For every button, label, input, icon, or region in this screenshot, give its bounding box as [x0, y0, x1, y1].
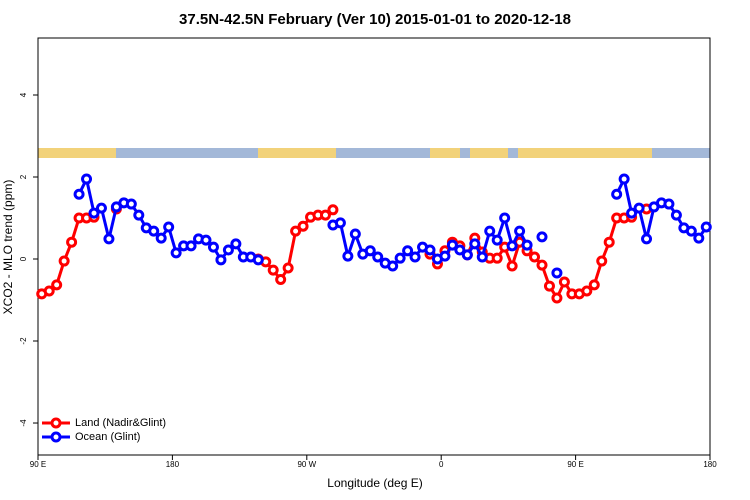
data-point [402, 245, 414, 257]
data-point [491, 234, 503, 246]
x-tick-label: 90 E [567, 460, 583, 469]
data-point [58, 255, 70, 267]
data-point [155, 232, 167, 244]
x-tick-label: 180 [166, 460, 180, 469]
data-point [252, 254, 264, 266]
data-point [581, 285, 593, 297]
data-point [491, 252, 503, 264]
y-tick-label: 2 [19, 174, 28, 179]
data-point [476, 251, 488, 263]
data-point [536, 231, 548, 243]
map-strip [38, 148, 710, 158]
data-point [558, 276, 570, 288]
data-point [394, 252, 406, 264]
data-point [461, 249, 473, 261]
data-point [446, 239, 458, 251]
data-point [529, 251, 541, 263]
legend-marker [50, 431, 62, 443]
data-point [536, 259, 548, 271]
y-tick-label: 0 [19, 256, 28, 261]
plot-frame [37, 37, 711, 456]
data-point [73, 188, 85, 200]
data-point [275, 274, 287, 286]
x-tick-label: 90 E [30, 460, 46, 469]
data-point [222, 244, 234, 256]
data-point [641, 233, 653, 245]
data-point [626, 207, 638, 219]
data-point [603, 236, 615, 248]
data-point [163, 221, 175, 233]
data-point [588, 279, 600, 291]
data-point [469, 238, 481, 250]
data-point [618, 173, 630, 185]
x-axis-label: Longitude (deg E) [327, 476, 422, 490]
series-line [41, 215, 95, 296]
data-point [81, 173, 93, 185]
data-point [514, 225, 526, 237]
data-point [43, 285, 55, 297]
data-point [215, 254, 227, 266]
data-point [663, 198, 675, 210]
chart-title: 37.5N-42.5N February (Ver 10) 2015-01-01… [179, 11, 571, 28]
data-point [282, 262, 294, 274]
data-point [170, 247, 182, 259]
data-point [611, 188, 623, 200]
data-point [693, 232, 705, 244]
data-point [200, 234, 212, 246]
data-point [290, 225, 302, 237]
legend-label: Ocean (Glint) [75, 431, 140, 443]
data-point [133, 209, 145, 221]
data-point [551, 292, 563, 304]
data-point [88, 207, 100, 219]
y-tick-label: -2 [19, 337, 28, 345]
data-point [670, 209, 682, 221]
data-point [543, 280, 555, 292]
data-point [700, 221, 712, 233]
data-point [51, 279, 63, 291]
data-point [409, 251, 421, 263]
data-point [342, 250, 354, 262]
data-point [551, 267, 563, 279]
data-point [633, 202, 645, 214]
x-tick-label: 0 [439, 460, 444, 469]
data-point [499, 212, 511, 224]
data-point [334, 217, 346, 229]
data-point [349, 228, 361, 240]
data-point [372, 251, 384, 263]
y-tick-label: -4 [19, 419, 28, 427]
data-point [327, 204, 339, 216]
data-point [148, 225, 160, 237]
data-point [185, 240, 197, 252]
x-tick-label: 90 W [297, 460, 316, 469]
data-point [207, 241, 219, 253]
data-point [125, 198, 137, 210]
data-point [267, 264, 279, 276]
data-point [484, 225, 496, 237]
data-point [521, 239, 533, 251]
y-tick-label: 4 [19, 92, 28, 97]
data-point [387, 260, 399, 272]
data-point [319, 209, 331, 221]
data-point [66, 236, 78, 248]
data-point [596, 255, 608, 267]
legend-label: Land (Nadir&Glint) [75, 417, 166, 429]
x-tick-label: 180 [703, 460, 717, 469]
data-point [685, 225, 697, 237]
legend-marker [50, 417, 62, 429]
data-point [506, 240, 518, 252]
data-point [230, 238, 242, 250]
data-point [95, 202, 107, 214]
data-point [454, 244, 466, 256]
data-point [439, 250, 451, 262]
y-axis-label: XCO2 - MLO trend (ppm) [1, 180, 15, 315]
data-point [103, 233, 115, 245]
data-point [297, 220, 309, 232]
data-point [424, 244, 436, 256]
data-point [506, 260, 518, 272]
data-point [364, 245, 376, 257]
